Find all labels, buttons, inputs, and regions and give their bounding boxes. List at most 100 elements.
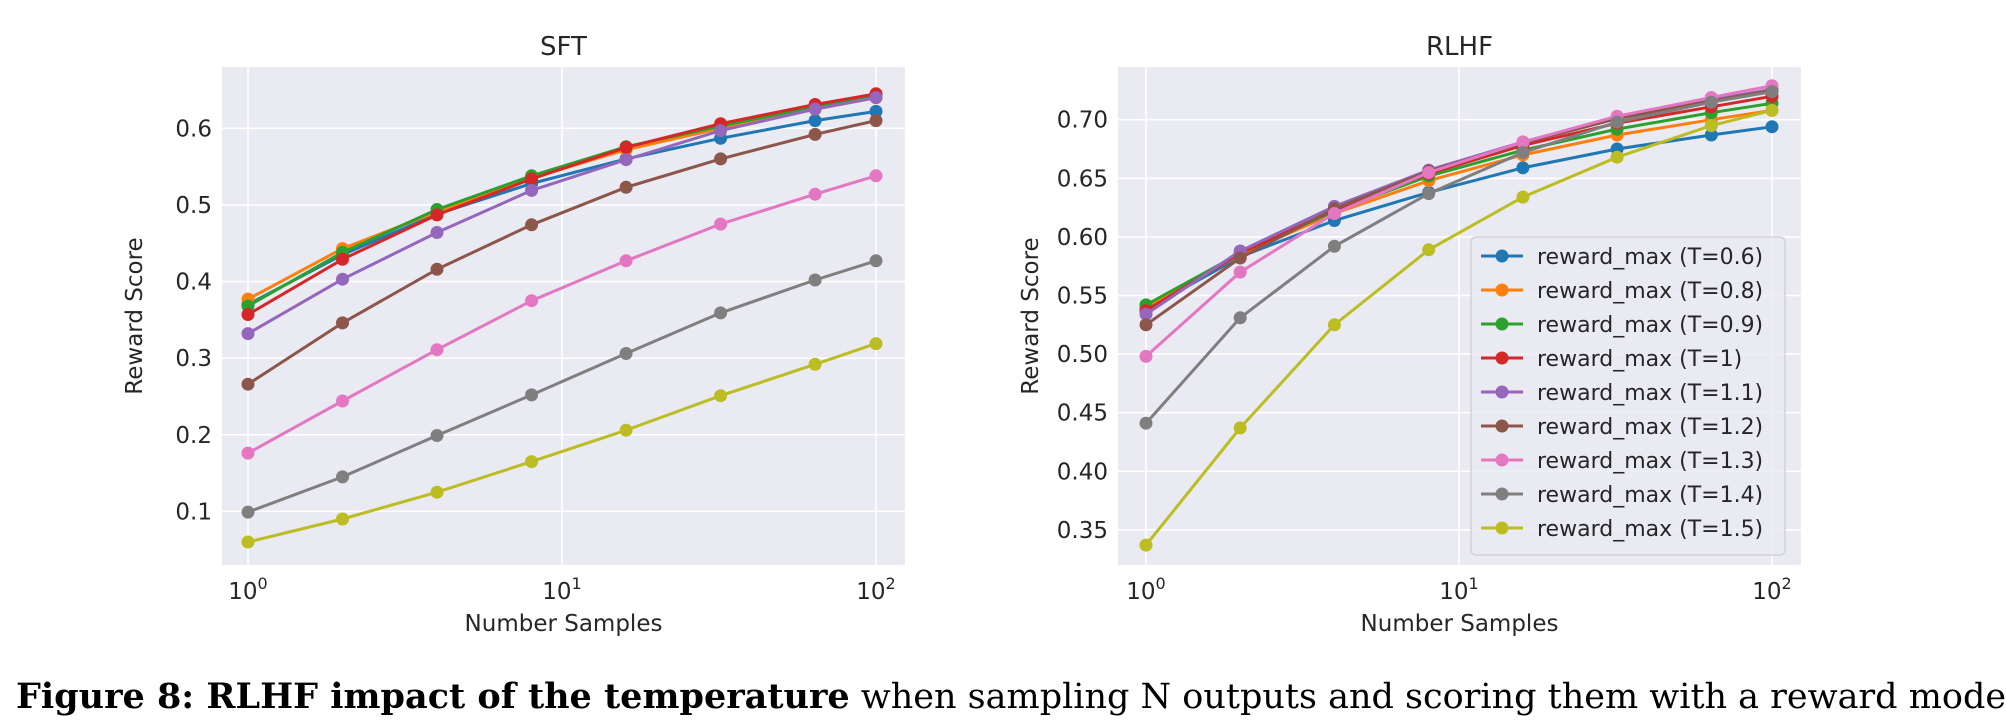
x-tick-label: 102 <box>1752 574 1791 605</box>
data-point <box>1422 187 1436 201</box>
data-point <box>336 512 349 526</box>
data-point <box>869 91 883 105</box>
legend-label: reward_max (T=1.5) <box>1537 517 1763 542</box>
data-point <box>241 505 255 519</box>
legend-marker <box>1495 487 1509 501</box>
data-point <box>619 140 633 154</box>
data-point <box>241 535 255 549</box>
caption-bold: Figure 8: RLHF impact of the temperature <box>16 676 850 717</box>
data-point <box>1516 161 1530 175</box>
legend-label: reward_max (T=1.2) <box>1537 415 1763 440</box>
y-axis-label: Reward Score <box>1018 237 1044 394</box>
data-point <box>714 152 728 166</box>
data-point <box>1516 146 1530 159</box>
series-line <box>247 96 877 335</box>
data-point <box>241 377 255 391</box>
legend-label: reward_max (T=1.1) <box>1537 381 1763 406</box>
data-point <box>619 347 633 360</box>
x-axis-label: Number Samples <box>465 611 663 637</box>
data-point <box>525 218 539 232</box>
figure-caption: Figure 8: RLHF impact of the temperature… <box>16 676 2006 717</box>
figure: 0.1 0.2 0.3 0.4 0.5 0.6 100 101 102 SFT Number Sam… <box>122 32 1801 637</box>
x-tick-label: 102 <box>856 574 895 605</box>
data-point <box>1610 115 1624 129</box>
y-tick-label: 0.60 <box>1057 225 1108 251</box>
legend-marker <box>1495 351 1509 365</box>
legend-label: reward_max (T=0.9) <box>1537 313 1763 338</box>
series-line <box>247 109 877 306</box>
data-point <box>714 124 728 138</box>
x-tick-label: 101 <box>542 574 581 605</box>
series-line <box>247 174 877 455</box>
data-point <box>525 183 539 197</box>
data-point <box>1327 318 1341 332</box>
legend-label: reward_max (T=1.4) <box>1537 483 1763 508</box>
data-point <box>619 254 633 268</box>
x-tick-label: 100 <box>1126 574 1165 605</box>
data-point <box>430 226 444 239</box>
series-line <box>1144 108 1773 547</box>
legend-marker <box>1495 521 1509 535</box>
legend-marker <box>1495 317 1509 331</box>
data-point <box>869 337 883 351</box>
series-line <box>1144 84 1773 358</box>
y-tick-label: 0.40 <box>1057 459 1108 485</box>
x-tick-label: 100 <box>228 574 267 605</box>
data-point <box>1233 251 1247 265</box>
series-line <box>247 119 877 386</box>
y-tick-label: 0.55 <box>1057 283 1108 309</box>
data-point <box>336 470 349 484</box>
data-point <box>430 485 444 499</box>
legend-label: reward_max (T=1.3) <box>1537 449 1763 474</box>
data-point <box>430 429 444 442</box>
data-point <box>1233 421 1247 435</box>
data-point <box>336 394 349 408</box>
data-point <box>619 153 633 167</box>
data-point <box>869 254 883 268</box>
data-point <box>241 308 255 321</box>
data-point <box>1327 207 1341 220</box>
data-point <box>869 114 883 128</box>
legend-marker <box>1495 453 1509 467</box>
legend-label: reward_max (T=1) <box>1537 347 1742 372</box>
series-line <box>247 92 877 316</box>
y-tick-label: 0.6 <box>175 116 212 142</box>
y-tick-label: 0.70 <box>1057 108 1108 134</box>
data-point <box>1765 120 1779 134</box>
data-point <box>1139 416 1153 430</box>
y-tick-label: 0.65 <box>1057 166 1108 192</box>
data-point <box>808 273 822 287</box>
y-axis-label: Reward Score <box>122 237 148 394</box>
data-point <box>1704 128 1718 142</box>
x-tick-label: 101 <box>1439 574 1478 605</box>
data-point <box>714 306 728 320</box>
caption-rest: when sampling N outputs and scoring them… <box>849 677 2006 717</box>
data-point <box>430 343 444 357</box>
y-tick-label: 0.3 <box>175 346 212 372</box>
series-line <box>247 259 877 514</box>
data-point <box>525 294 539 308</box>
data-point <box>1704 95 1718 109</box>
data-point <box>1422 243 1436 257</box>
data-point <box>525 388 539 402</box>
legend-marker <box>1495 419 1509 433</box>
legend-marker <box>1495 249 1509 263</box>
data-point <box>1610 150 1624 164</box>
data-point <box>808 187 822 201</box>
data-point <box>1327 239 1341 253</box>
y-tick-label: 0.1 <box>175 499 212 525</box>
data-point <box>808 114 822 128</box>
x-axis-label: Number Samples <box>1361 611 1559 637</box>
series-line <box>247 342 877 544</box>
data-point <box>241 446 255 460</box>
data-point <box>1516 135 1530 149</box>
y-tick-label: 0.4 <box>175 270 212 296</box>
y-tick-label: 0.2 <box>175 423 212 449</box>
data-point <box>808 127 822 141</box>
data-point <box>1516 190 1530 204</box>
data-point <box>241 327 255 341</box>
data-point <box>1765 103 1779 117</box>
data-point <box>336 272 349 286</box>
data-point <box>869 169 883 183</box>
sft-panel: 0.1 0.2 0.3 0.4 0.5 0.6 100 101 102 SFT Number Sam… <box>122 32 905 637</box>
